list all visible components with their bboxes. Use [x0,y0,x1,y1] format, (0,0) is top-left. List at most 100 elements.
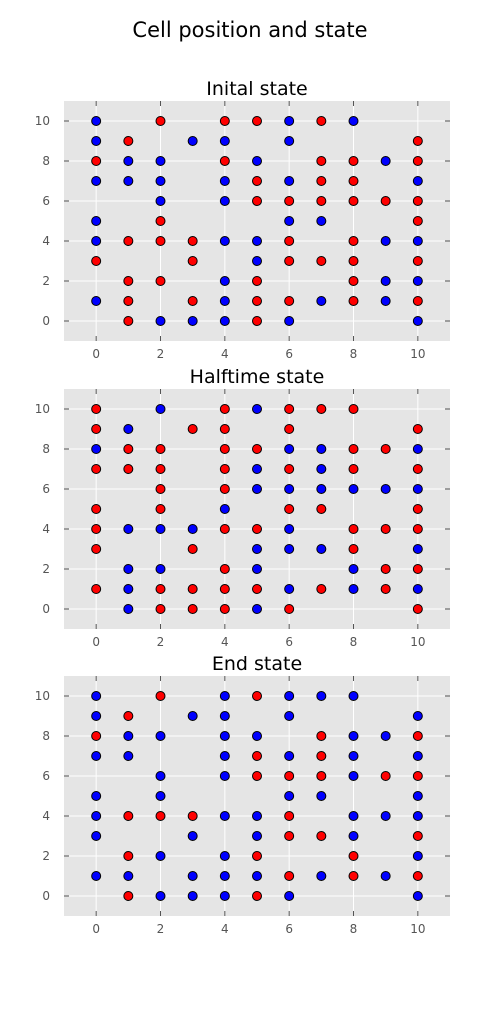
cell-point [348,176,359,186]
cell-point [348,564,359,574]
cell-point [348,524,359,534]
cell-point [219,751,230,761]
cell-point [91,811,102,821]
cell-point [348,256,359,266]
cell-point [155,851,166,861]
cell-point [155,276,166,286]
cell-point [155,731,166,741]
cell-point [284,296,295,306]
cell-point [284,216,295,226]
cell-point [348,484,359,494]
cell-point [155,891,166,901]
cell-point [348,811,359,821]
cell-point [91,524,102,534]
cell-point [412,871,423,881]
panel-title-initial: Inital state [206,78,307,100]
cell-point [348,771,359,781]
panel-title-end: End state [212,653,302,675]
cell-point [219,604,230,614]
cell-point [412,216,423,226]
cell-point [252,256,262,266]
cell-point [155,116,166,126]
cell-point [348,851,359,861]
x-tick-label: 10 [410,635,425,649]
cell-point [316,831,327,841]
cell-point [155,196,166,206]
cell-point [380,811,391,821]
cell-point [155,504,166,514]
cell-point [91,464,102,474]
cell-point [412,196,423,206]
cell-point [187,256,198,266]
cell-point [284,256,295,266]
cell-point [380,236,391,246]
cell-point [187,831,198,841]
y-tick-label: 2 [42,849,50,863]
cell-point [284,751,295,761]
x-tick-label: 2 [157,347,165,361]
cell-point [316,116,327,126]
cell-point [91,871,102,881]
cell-point [91,751,102,761]
cell-point [380,584,391,594]
x-tick-label: 4 [221,635,229,649]
cell-point [91,691,102,701]
cell-point [91,544,102,554]
cell-point [316,504,327,514]
cell-point [219,524,230,534]
y-tick-label: 8 [42,729,50,743]
panel-halftime: 0 2 4 6 8 10 0 2 4 6 8 10 Halftime state [35,366,450,649]
cell-point [316,156,327,166]
cell-point [252,156,262,166]
cell-point [187,871,198,881]
cell-point [412,484,423,494]
cell-point [219,276,230,286]
cell-point [284,584,295,594]
cell-point [155,484,166,494]
cell-point [252,771,262,781]
cell-point [219,691,230,701]
cell-point [155,176,166,186]
cell-point [316,444,327,454]
cell-point [123,751,134,761]
cell-point [252,731,262,741]
cell-point [348,731,359,741]
cell-point [380,196,391,206]
cell-point [91,504,102,514]
cell-point [252,524,262,534]
cell-point [348,296,359,306]
x-tick-label: 2 [157,922,165,936]
cell-point [252,196,262,206]
cell-point [219,424,230,434]
cell-point [123,236,134,246]
cell-point [155,464,166,474]
cell-point [380,731,391,741]
cell-point [123,136,134,146]
y-tick-label: 2 [42,562,50,576]
cell-point [155,604,166,614]
y-tick-label: 4 [42,522,50,536]
cell-point [91,424,102,434]
cell-point [316,731,327,741]
cell-point [187,316,198,326]
cell-point [252,296,262,306]
cell-point [155,691,166,701]
cell-point [123,604,134,614]
cell-point [155,811,166,821]
cell-point [123,584,134,594]
cell-point [123,176,134,186]
cell-point [155,316,166,326]
cell-point [348,584,359,594]
cell-point [316,751,327,761]
cell-point [219,731,230,741]
cell-point [412,564,423,574]
cell-point [252,584,262,594]
cell-point [155,404,166,414]
cell-point [380,484,391,494]
cell-point [123,316,134,326]
cell-point [123,424,134,434]
cell-point [252,811,262,821]
cell-point [91,256,102,266]
x-tick-label: 10 [410,347,425,361]
cell-point [412,751,423,761]
